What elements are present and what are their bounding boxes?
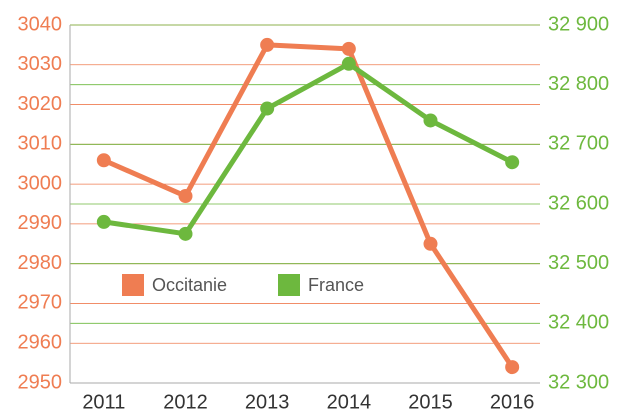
- y2-tick-label: 32 900: [548, 13, 609, 35]
- legend-label: Occitanie: [152, 275, 227, 295]
- x-tick-label: 2015: [408, 391, 453, 413]
- y2-tick-label: 32 700: [548, 133, 609, 155]
- y-tick-label: 2960: [18, 332, 63, 354]
- point: [178, 226, 193, 241]
- series-line: [102, 42, 515, 369]
- series-line: [103, 61, 514, 237]
- point: [260, 101, 275, 116]
- y-tick-label: 2980: [18, 252, 63, 274]
- legend-swatch: [278, 274, 300, 296]
- y-tick-label: 3020: [18, 93, 63, 115]
- point: [96, 153, 111, 168]
- legend-swatch: [122, 274, 144, 296]
- point: [178, 189, 193, 204]
- point: [260, 37, 275, 52]
- x-tick-label: 2012: [163, 391, 208, 413]
- point: [96, 214, 111, 229]
- point: [341, 41, 356, 56]
- x-tick-label: 2011: [82, 391, 125, 413]
- y2-tick-label: 32 500: [548, 252, 609, 274]
- point: [341, 56, 356, 71]
- y-tick-label: 3000: [18, 172, 63, 194]
- y-tick-label: 3010: [18, 133, 63, 155]
- y2-tick-label: 32 800: [548, 73, 609, 95]
- y-tick-label: 2950: [18, 371, 63, 393]
- legend-label: France: [308, 275, 364, 295]
- y2-tick-label: 32 600: [548, 192, 609, 214]
- y2-tick-label: 32 300: [548, 371, 609, 393]
- x-tick-label: 2014: [327, 391, 372, 413]
- point: [505, 360, 520, 375]
- y-tick-label: 3040: [18, 13, 63, 35]
- x-tick-label: 2013: [245, 391, 290, 413]
- y-tick-label: 2970: [18, 292, 63, 314]
- y-tick-label: 2990: [18, 212, 63, 234]
- point: [505, 155, 520, 170]
- point: [423, 113, 438, 128]
- point: [423, 236, 438, 251]
- y2-tick-label: 32 400: [548, 312, 609, 334]
- y-tick-label: 3030: [18, 53, 63, 75]
- x-tick-label: 2016: [490, 391, 535, 413]
